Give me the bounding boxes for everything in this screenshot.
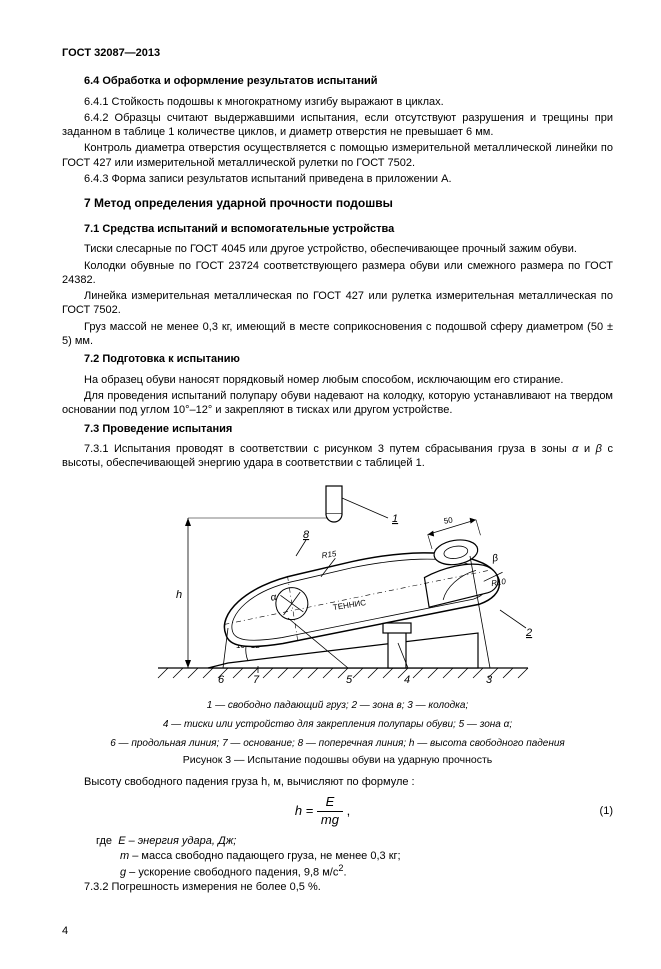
svg-text:7: 7 <box>253 674 260 686</box>
figure-3: 10°-12° α <box>62 478 613 692</box>
heading-7: 7 Метод определения ударной прочности по… <box>84 196 613 212</box>
heading-7-2: 7.2 Подготовка к испытанию <box>84 352 613 366</box>
svg-text:50: 50 <box>443 516 454 526</box>
heading-7-3: 7.3 Проведение испытания <box>84 422 613 436</box>
svg-text:R10: R10 <box>490 577 506 588</box>
where-m: m – масса свободно падающего груза, не м… <box>120 849 613 863</box>
svg-text:4: 4 <box>404 674 410 686</box>
para-641: 6.4.1 Стойкость подошвы к многократному … <box>62 95 613 109</box>
para-71c: Линейка измерительная металлическая по Г… <box>62 289 613 318</box>
figure-caption-1: 1 — свободно падающий груз; 2 — зона в; … <box>62 699 613 712</box>
para-72a: На образец обуви наносят порядковый номе… <box>62 373 613 387</box>
para-71d: Груз массой не менее 0,3 кг, имеющий в м… <box>62 320 613 349</box>
heading-6-4: 6.4 Обработка и оформление результатов и… <box>84 74 613 88</box>
para-71a: Тиски слесарные по ГОСТ 4045 или другое … <box>62 242 613 256</box>
height-intro: Высоту свободного падения груза h, м, вы… <box>62 775 613 789</box>
para-643: 6.4.3 Форма записи результатов испытаний… <box>62 172 613 186</box>
figure-caption-2: 4 — тиски или устройство для закрепления… <box>62 718 613 731</box>
equation-number: (1) <box>583 804 613 818</box>
svg-text:6: 6 <box>218 674 225 686</box>
para-71b: Колодки обувные по ГОСТ 23724 соответств… <box>62 259 613 288</box>
svg-text:h: h <box>176 589 182 601</box>
where-E: где E – энергия удара, Дж; <box>96 834 613 848</box>
document-id: ГОСТ 32087—2013 <box>62 46 613 60</box>
svg-text:8: 8 <box>303 529 310 541</box>
para-731: 7.3.1 Испытания проводят в соответствии … <box>62 442 613 471</box>
svg-text:2: 2 <box>525 627 532 639</box>
para-642: 6.4.2 Образцы считают выдержавшими испыт… <box>62 111 613 140</box>
heading-7-1: 7.1 Средства испытаний и вспомогательные… <box>84 222 613 236</box>
figure-caption-3: 6 — продольная линия; 7 — основание; 8 —… <box>62 737 613 750</box>
para-732: 7.3.2 Погрешность измерения не более 0,5… <box>62 880 613 894</box>
svg-text:β: β <box>490 553 499 565</box>
where-g: g – ускорение свободного падения, 9,8 м/… <box>120 863 613 880</box>
para-72b: Для проведения испытаний полупару обуви … <box>62 389 613 418</box>
page-number: 4 <box>62 924 613 938</box>
svg-text:3: 3 <box>486 674 493 686</box>
formula-row: h = Emg , (1) <box>62 794 613 829</box>
figure-title: Рисунок 3 — Испытание подошвы обуви на у… <box>62 754 613 768</box>
svg-text:5: 5 <box>346 674 353 686</box>
para-642b: Контроль диаметра отверстия осуществляет… <box>62 141 613 170</box>
svg-text:1: 1 <box>392 513 398 525</box>
